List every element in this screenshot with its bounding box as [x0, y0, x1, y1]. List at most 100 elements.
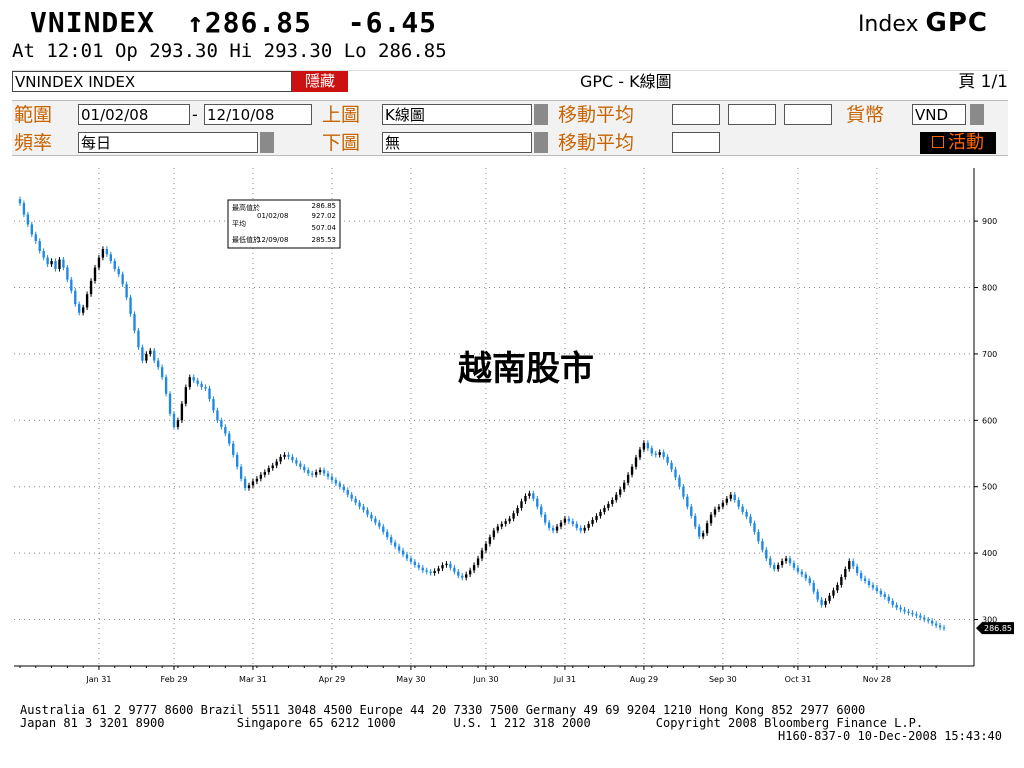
candle [342, 484, 345, 493]
candle [840, 574, 843, 588]
candle [97, 254, 101, 271]
candle [30, 221, 34, 238]
x-tick-label: Jul 31 [553, 675, 576, 684]
currency-field[interactable]: VND [912, 104, 966, 125]
candle [547, 519, 551, 531]
candle [26, 211, 30, 228]
candle [855, 563, 859, 576]
candle [476, 555, 480, 568]
candle [788, 555, 792, 566]
candle [307, 467, 310, 477]
candle [919, 612, 922, 621]
security-field[interactable]: VNINDEX INDEX [12, 71, 292, 92]
candle [930, 618, 934, 627]
candle [164, 374, 168, 397]
candle [338, 480, 342, 490]
hide-button[interactable]: 隱藏 [292, 71, 348, 92]
candle [184, 384, 188, 407]
candlestick-chart-svg: Jan 31 Feb 29 Mar 31 Apr 29 May 30 Jun 30 Jul … [14, 168, 1014, 684]
active-button[interactable]: 活動 [920, 132, 996, 154]
legend-avg-label: 平均 [232, 219, 246, 228]
candle [89, 278, 93, 297]
candle [397, 543, 401, 554]
candle [555, 523, 559, 534]
candle [540, 503, 543, 518]
upper-chart-select[interactable]: K線圖 [382, 104, 532, 125]
candle [445, 561, 448, 568]
candle [50, 258, 53, 267]
candle [733, 492, 736, 503]
candle [62, 256, 65, 271]
candle [378, 519, 381, 530]
candle [559, 519, 563, 530]
ma-field-1[interactable] [672, 104, 720, 125]
candle [504, 518, 507, 527]
candle [678, 474, 681, 490]
ticker-symbol: VNINDEX [30, 6, 156, 39]
x-tick-label: Nov 28 [863, 675, 891, 684]
candle [812, 580, 815, 595]
candle [934, 620, 938, 629]
candle [895, 602, 898, 611]
candle [871, 582, 875, 591]
lower-chart-dropdown-icon[interactable] [534, 132, 548, 153]
currency-dropdown-icon[interactable] [970, 104, 984, 125]
candle [311, 470, 314, 478]
candle [800, 569, 804, 578]
lower-chart-select[interactable]: 無 [382, 132, 532, 153]
candle [192, 374, 195, 384]
candle [81, 304, 85, 316]
candle [488, 534, 492, 547]
candle [863, 575, 867, 584]
stats-legend-box: 最高值於 平均 最低值於 01/02/08 12/09/08 286.85 92… [227, 199, 341, 249]
ma-lower-field[interactable] [672, 132, 720, 153]
candle [500, 521, 503, 530]
candle [251, 478, 255, 489]
candle [575, 521, 578, 531]
candle [543, 511, 547, 526]
candle [204, 384, 207, 392]
candle [58, 256, 61, 272]
candle [686, 494, 689, 510]
candle [792, 560, 796, 571]
x-tick-label: Aug 29 [630, 675, 658, 684]
range-start-field[interactable]: 01/02/08 [78, 104, 190, 125]
candle [433, 568, 436, 576]
candle [745, 509, 748, 520]
page-label: 頁 [958, 72, 976, 92]
candle [587, 521, 590, 531]
upper-chart-dropdown-icon[interactable] [534, 104, 548, 125]
candle [271, 462, 274, 471]
ma-field-3[interactable] [784, 104, 832, 125]
ma-field-2[interactable] [728, 104, 776, 125]
plot-area [14, 168, 974, 666]
candle [654, 450, 657, 458]
legend-low-label: 最低值於 [232, 235, 260, 244]
candle [70, 276, 73, 294]
candle [330, 474, 334, 483]
candle [46, 254, 49, 267]
candle [717, 503, 721, 512]
moving-average-label-2: 移動平均 [558, 132, 635, 154]
candle [113, 258, 116, 272]
candle [350, 492, 353, 502]
frequency-dropdown-icon[interactable] [260, 132, 274, 153]
y-tick-label: 900 [982, 217, 997, 226]
candle [461, 573, 464, 581]
candle [303, 464, 306, 473]
candle [18, 196, 22, 206]
candle [658, 449, 661, 458]
up-arrow-icon: ↑ [186, 6, 205, 39]
candle [634, 454, 638, 470]
candle [200, 381, 203, 390]
candle [34, 231, 37, 244]
quote-line: At 12:01 Op 293.30 Hi 293.30 Lo 286.85 [12, 40, 447, 62]
candle [852, 558, 855, 570]
candle [899, 604, 902, 613]
candle [603, 505, 606, 515]
candle [721, 500, 725, 510]
x-tick-label: Sep 30 [709, 675, 737, 684]
candle [725, 496, 729, 506]
range-end-field[interactable]: 12/10/08 [204, 104, 312, 125]
frequency-select[interactable]: 每日 [78, 132, 258, 153]
